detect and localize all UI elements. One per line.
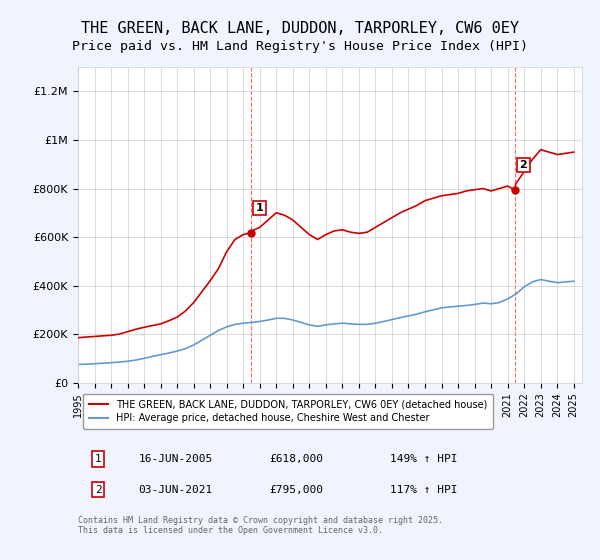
Text: 117% ↑ HPI: 117% ↑ HPI bbox=[391, 484, 458, 494]
Text: 149% ↑ HPI: 149% ↑ HPI bbox=[391, 454, 458, 464]
Legend: THE GREEN, BACK LANE, DUDDON, TARPORLEY, CW6 0EY (detached house), HPI: Average : THE GREEN, BACK LANE, DUDDON, TARPORLEY,… bbox=[83, 394, 493, 429]
Text: 16-JUN-2005: 16-JUN-2005 bbox=[139, 454, 213, 464]
Text: 2: 2 bbox=[95, 484, 101, 494]
Text: Contains HM Land Registry data © Crown copyright and database right 2025.
This d: Contains HM Land Registry data © Crown c… bbox=[78, 516, 443, 535]
Text: Price paid vs. HM Land Registry's House Price Index (HPI): Price paid vs. HM Land Registry's House … bbox=[72, 40, 528, 53]
Text: £795,000: £795,000 bbox=[269, 484, 323, 494]
Text: £618,000: £618,000 bbox=[269, 454, 323, 464]
Text: THE GREEN, BACK LANE, DUDDON, TARPORLEY, CW6 0EY: THE GREEN, BACK LANE, DUDDON, TARPORLEY,… bbox=[81, 21, 519, 36]
Text: 1: 1 bbox=[95, 454, 101, 464]
Text: 2: 2 bbox=[520, 160, 527, 170]
Text: 1: 1 bbox=[256, 203, 263, 213]
Text: 03-JUN-2021: 03-JUN-2021 bbox=[139, 484, 213, 494]
